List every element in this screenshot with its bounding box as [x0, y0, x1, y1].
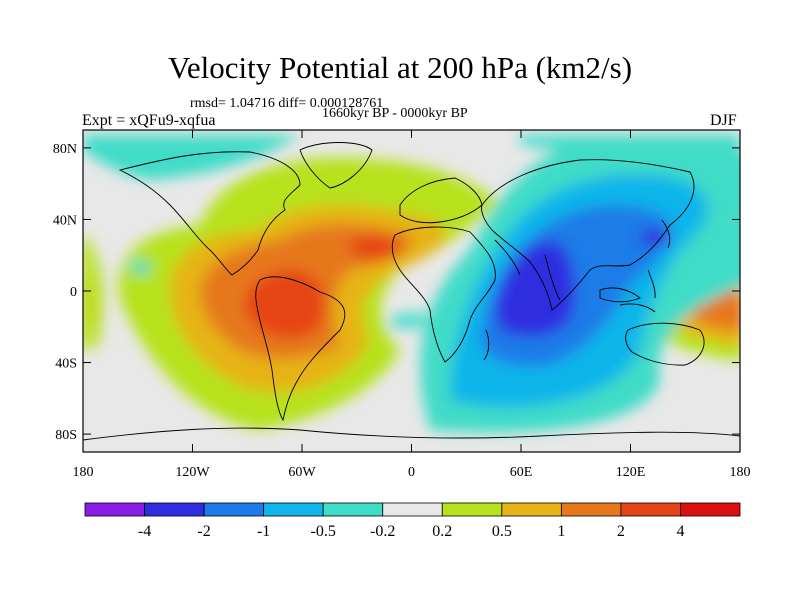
colorbar-swatch — [263, 502, 324, 517]
lon-label: 60W — [288, 465, 316, 480]
colorbar-label: 1 — [557, 523, 565, 540]
lat-label: 80S — [55, 428, 77, 443]
colorbar-label: 0.5 — [492, 523, 512, 540]
colorbar-label: 0.2 — [432, 523, 452, 540]
colorbar-label: -0.2 — [370, 523, 395, 540]
lon-label: 0 — [408, 465, 415, 480]
colorbar-label: -1 — [257, 523, 270, 540]
lon-label: 60E — [510, 465, 533, 480]
lon-label: 180 — [730, 465, 751, 480]
colorbar-label: -4 — [138, 523, 151, 540]
colorbar: -4 -2 -1 -0.5 -0.2 0.2 0.5 1 2 4 — [84, 502, 741, 540]
colorbar-swatch — [680, 502, 741, 517]
lon-label: 180 — [73, 465, 94, 480]
season-label: DJF — [710, 112, 737, 129]
period-text: 1660kyr BP - 0000kyr BP — [322, 106, 468, 121]
colorbar-swatch — [441, 502, 503, 517]
lon-label: 120W — [175, 465, 210, 480]
lat-label: 40S — [55, 357, 77, 372]
map-title: Velocity Potential at 200 hPa (km2/s) — [167, 50, 633, 85]
coastlines — [83, 142, 740, 441]
experiment-label: Expt = xQFu9-xqfua — [82, 112, 216, 129]
colorbar-swatch — [620, 502, 681, 517]
colorbar-swatch — [203, 502, 265, 517]
colorbar-swatch — [560, 502, 622, 517]
longitude-axis: 180 120W 60W 0 60E 120E 180 — [73, 130, 751, 480]
colorbar-swatch — [84, 502, 145, 517]
lat-label: 0 — [70, 285, 77, 300]
lat-label: 80N — [53, 142, 77, 157]
lat-label: 40N — [53, 213, 77, 228]
colorbar-swatch — [382, 502, 443, 517]
latitude-axis: 80N 40N 0 40S 80S — [53, 142, 740, 443]
colorbar-label: 4 — [676, 523, 684, 540]
colorbar-swatch — [322, 502, 384, 517]
stats-text: rmsd= 1.04716 diff= 0.000128761 — [190, 96, 384, 111]
contour-field — [83, 130, 740, 452]
colorbar-label: 2 — [617, 523, 625, 540]
colorbar-swatch — [501, 502, 562, 517]
lon-label: 120E — [616, 465, 646, 480]
colorbar-label: -0.5 — [311, 523, 336, 540]
colorbar-swatch — [144, 502, 205, 517]
colorbar-label: -2 — [197, 523, 210, 540]
